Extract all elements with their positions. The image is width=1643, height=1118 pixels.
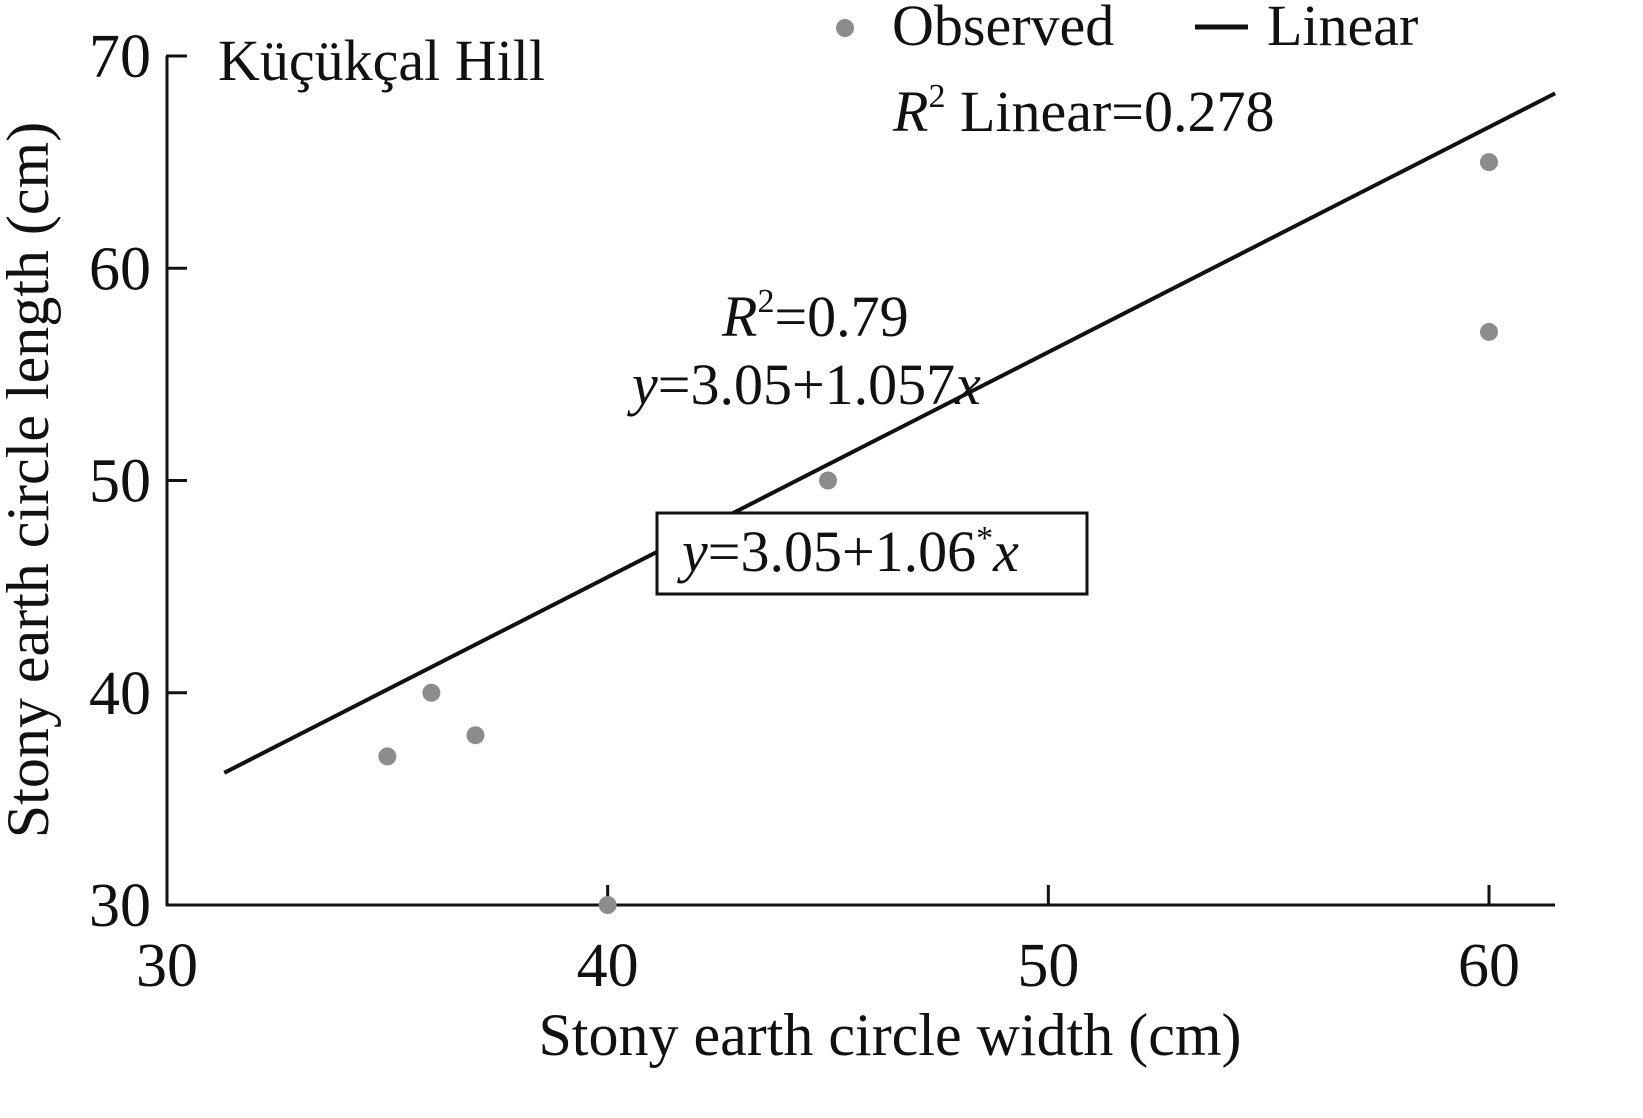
legend-r2-text: R2 Linear=0.278: [892, 78, 1275, 144]
legend-observed-label: Observed: [892, 0, 1114, 58]
observed-points: [378, 153, 1498, 914]
equation-annotation: y=3.05+1.057x: [627, 352, 981, 417]
r-squared-annotation: R2=0.79: [721, 283, 909, 349]
equation-box: [655, 511, 1089, 596]
y-tick-label: 40: [89, 660, 151, 728]
x-tick-label: 30: [136, 932, 198, 1000]
linear-fit-line: [223, 91, 1557, 775]
observed-point: [1480, 153, 1498, 172]
y-tick-label: 30: [89, 872, 151, 940]
x-tick-label: 40: [577, 932, 639, 1000]
y-tick-label: 60: [89, 235, 151, 303]
boxed-equation: y=3.05+1.06*x: [677, 519, 1019, 584]
y-tick-label: 70: [89, 23, 151, 91]
observed-point: [819, 471, 837, 490]
observed-point: [598, 896, 617, 914]
x-axis-title: Stony earth circle width (cm): [538, 1002, 1241, 1068]
x-tick-label: 60: [1458, 932, 1520, 1000]
legend-observed-marker: [836, 19, 854, 37]
y-axis-title: Stony earth circle length (cm): [0, 122, 61, 838]
x-tick-label: 50: [1017, 932, 1079, 1000]
observed-point: [1480, 322, 1498, 341]
panel-label: Küçükçal Hill: [218, 28, 545, 93]
observed-point: [466, 726, 485, 745]
observed-point: [378, 747, 397, 766]
legend: Observed Linear R2 Linear=0.278: [836, 0, 1418, 144]
y-axis-ticks: 30 40 50 60 70: [89, 23, 187, 940]
observed-point: [422, 683, 441, 702]
y-tick-label: 50: [89, 448, 151, 516]
legend-linear-label: Linear: [1267, 0, 1418, 58]
x-axis-ticks: 30 40 50 60: [136, 885, 1520, 1000]
